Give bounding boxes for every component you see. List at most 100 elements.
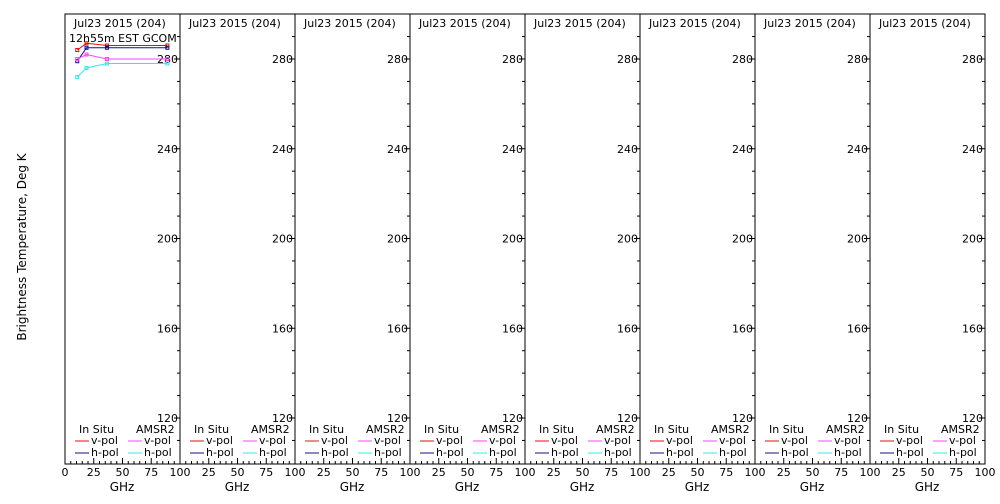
panel-title: Jul23 2015 (204) <box>303 17 396 30</box>
x-axis-label: GHz <box>800 480 825 494</box>
legend-label-amsr2-h: h-pol <box>489 446 517 459</box>
data-point-in-situ-v-pol <box>104 43 109 48</box>
legend-label-amsr2-v: v-pol <box>144 434 171 447</box>
x-tick-label: 25 <box>87 466 101 479</box>
x-tick-label: 75 <box>604 466 618 479</box>
legend-header-insitu: In Situ <box>769 423 804 436</box>
data-point-in-situ-v-pol <box>75 48 80 53</box>
legend-header-insitu: In Situ <box>424 423 459 436</box>
x-tick-label: 0 <box>62 466 69 479</box>
legend-label-amsr2-h: h-pol <box>949 446 977 459</box>
x-tick-label: 75 <box>719 466 733 479</box>
data-point-amsr2-h-pol <box>165 61 170 66</box>
y-tick-label: 120 <box>962 412 983 425</box>
data-point-in-situ-h-pol <box>165 45 170 50</box>
y-tick-label: 280 <box>387 53 408 66</box>
panel-1: Jul23 2015 (204) 12h55m EST GCOM 120 160 200… <box>62 13 191 494</box>
y-tick-label: 240 <box>732 143 753 156</box>
panel-title: Jul23 2015 (204) <box>648 17 741 30</box>
panel-title: Jul23 2015 (204) <box>418 17 511 30</box>
y-tick-label: 160 <box>502 322 523 335</box>
x-tick-label: 25 <box>432 466 446 479</box>
y-tick-label: 200 <box>157 233 178 246</box>
y-tick-label: 160 <box>617 322 638 335</box>
legend-label-amsr2-h: h-pol <box>834 446 862 459</box>
y-tick-label: 120 <box>847 412 868 425</box>
panel-2: Jul23 2015 (204) 120 160 200 240 280 25 50 75 100… <box>179 13 306 494</box>
x-axis-label: GHz <box>110 480 135 494</box>
data-point-amsr2-h-pol <box>104 61 109 66</box>
legend-label-insitu-h: h-pol <box>206 446 234 459</box>
y-tick-label: 160 <box>272 322 293 335</box>
y-tick-label: 160 <box>962 322 983 335</box>
x-tick-label: 75 <box>144 466 158 479</box>
panel-title: Jul23 2015 (204) <box>878 17 971 30</box>
y-tick-label: 280 <box>847 53 868 66</box>
y-tick-label: 240 <box>617 143 638 156</box>
x-tick-label: 50 <box>231 466 245 479</box>
x-tick-label: 100 <box>170 466 191 479</box>
legend-label-amsr2-h: h-pol <box>259 446 287 459</box>
legend-label-insitu-h: h-pol <box>321 446 349 459</box>
data-point-in-situ-v-pol <box>84 41 89 46</box>
legend-header-amsr2: AMSR2 <box>941 423 980 436</box>
series-line-in-situ-v-pol <box>76 42 168 51</box>
y-tick-label: 160 <box>847 322 868 335</box>
x-axis-label: GHz <box>340 480 365 494</box>
series-line-in-situ-h-pol <box>76 47 168 62</box>
x-tick-label: 100 <box>285 466 306 479</box>
x-tick-label: 75 <box>949 466 963 479</box>
legend-label-insitu-v: v-pol <box>666 434 693 447</box>
legend-header-insitu: In Situ <box>539 423 574 436</box>
legend-label-amsr2-v: v-pol <box>834 434 861 447</box>
legend-label-insitu-v: v-pol <box>91 434 118 447</box>
legend-header-insitu: In Situ <box>654 423 689 436</box>
data-point-in-situ-h-pol <box>75 59 80 64</box>
legend-header-insitu: In Situ <box>309 423 344 436</box>
y-tick-label: 160 <box>732 322 753 335</box>
x-axis-label: GHz <box>685 480 710 494</box>
y-tick-label: 200 <box>387 233 408 246</box>
legend-label-insitu-v: v-pol <box>896 434 923 447</box>
x-tick-label: 50 <box>346 466 360 479</box>
panel-subtitle: 12h55m EST GCOM <box>69 32 177 45</box>
data-point-amsr2-v-pol <box>165 57 170 61</box>
y-tick-label: 120 <box>157 412 178 425</box>
legend-header-amsr2: AMSR2 <box>481 423 520 436</box>
series-line-amsr2-v-pol <box>77 53 168 60</box>
x-tick-label: 50 <box>921 466 935 479</box>
x-tick-label: 25 <box>202 466 216 479</box>
y-tick-label: 240 <box>387 143 408 156</box>
y-tick-label: 280 <box>272 53 293 66</box>
panel-title: Jul23 2015 (204) <box>73 17 166 30</box>
y-tick-label: 200 <box>272 233 293 246</box>
legend-label-insitu-v: v-pol <box>206 434 233 447</box>
legend-label-insitu-v: v-pol <box>781 434 808 447</box>
y-axis-label: Brightness Temperature, Deg K <box>15 152 29 340</box>
legend-label-amsr2-v: v-pol <box>604 434 631 447</box>
legend-label-amsr2-v: v-pol <box>489 434 516 447</box>
x-tick-label: 25 <box>317 466 331 479</box>
y-tick-label: 200 <box>617 233 638 246</box>
data-point-amsr2-h-pol <box>84 65 89 70</box>
x-tick-label: 100 <box>515 466 536 479</box>
x-tick-label: 25 <box>777 466 791 479</box>
x-axis-label: GHz <box>455 480 480 494</box>
panel-6: Jul23 2015 (204) 120 160 200 240 280 25 50 75 100… <box>639 13 766 494</box>
legend-label-insitu-v: v-pol <box>436 434 463 447</box>
y-tick-label: 120 <box>502 412 523 425</box>
y-tick-label: 120 <box>387 412 408 425</box>
legend-label-insitu-h: h-pol <box>666 446 694 459</box>
series-line-amsr2-h-pol <box>76 62 168 78</box>
x-tick-label: 25 <box>662 466 676 479</box>
x-tick-label: 100 <box>745 466 766 479</box>
x-tick-label: 50 <box>576 466 590 479</box>
y-tick-label: 280 <box>617 53 638 66</box>
panel-title: Jul23 2015 (204) <box>533 17 626 30</box>
x-tick-label: 50 <box>116 466 130 479</box>
legend-label-insitu-v: v-pol <box>551 434 578 447</box>
legend-label-insitu-v: v-pol <box>321 434 348 447</box>
legend-label-amsr2-v: v-pol <box>374 434 401 447</box>
